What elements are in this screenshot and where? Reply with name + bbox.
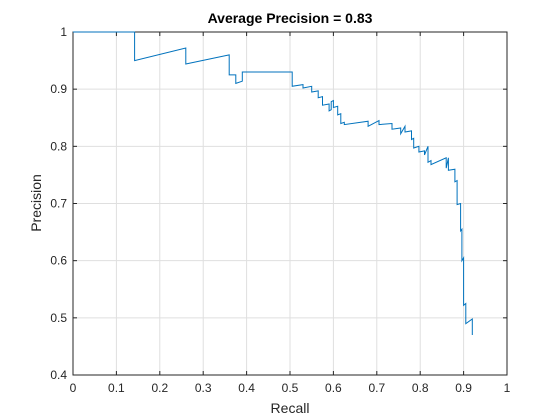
x-tick-label: 0.7 <box>368 381 385 395</box>
y-tick-label: 1 <box>60 25 67 39</box>
x-tick-label: 0.2 <box>151 381 168 395</box>
chart-title: Average Precision = 0.83 <box>208 10 373 26</box>
y-axis-label: Precision <box>28 174 44 232</box>
grid <box>73 32 507 375</box>
precision-recall-curve <box>73 31 473 335</box>
x-tick-label: 0.5 <box>282 381 299 395</box>
series-group <box>73 31 473 335</box>
x-tick-label: 0.3 <box>195 381 212 395</box>
y-tick-label: 0.4 <box>50 368 67 382</box>
x-axis-label: Recall <box>271 400 310 416</box>
x-tick-label: 0.9 <box>455 381 472 395</box>
y-tick-label: 0.5 <box>50 311 67 325</box>
x-tick-label: 1 <box>504 381 511 395</box>
y-tick-label: 0.8 <box>50 139 67 153</box>
x-tick-label: 0.8 <box>412 381 429 395</box>
ticks: 0 0.1 0.2 0.3 0.4 0.5 0.6 0.7 0.8 0.9 1 0.4 0.5 0.6 0.… <box>50 25 510 395</box>
y-tick-label: 0.7 <box>50 197 67 211</box>
y-tick-label: 0.6 <box>50 254 67 268</box>
x-tick-label: 0.6 <box>325 381 342 395</box>
x-tick-label: 0.4 <box>238 381 255 395</box>
x-tick-label: 0 <box>70 381 77 395</box>
y-tick-label: 0.9 <box>50 82 67 96</box>
x-tick-label: 0.1 <box>108 381 125 395</box>
